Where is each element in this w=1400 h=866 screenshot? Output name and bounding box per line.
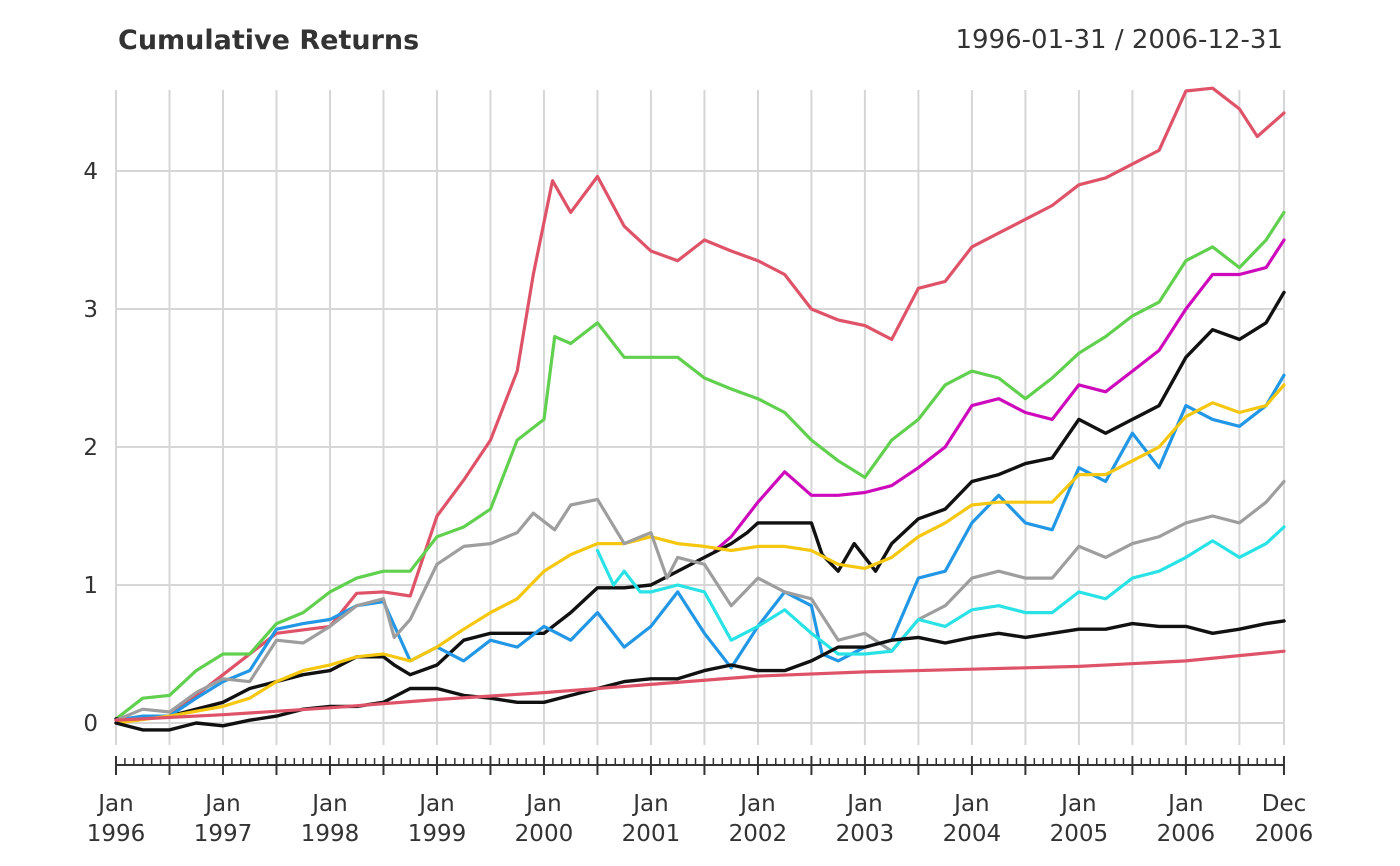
x-tick-month-label: Jan [524,791,561,817]
x-tick-year-label: 2000 [515,821,574,847]
x-tick-month-label: Jan [845,791,882,817]
x-tick-year-label: 2005 [1050,821,1109,847]
series-line [114,210,1286,721]
y-tick-label: 4 [83,159,98,185]
chart-title: Cumulative Returns [118,25,419,56]
series-line [114,649,1286,722]
series-lines [114,86,1286,732]
x-tick-month-label: Jan [631,791,668,817]
series-line [114,383,1286,725]
series-line [713,238,1286,553]
x-tick-month-label: Dec [1262,791,1307,817]
x-tick-month-label: Jan [952,791,989,817]
x-tick-year-label: 2003 [836,821,895,847]
y-axis: 0 1 2 3 4 [83,159,98,737]
series-line [114,86,1286,722]
x-tick-month-label: Jan [1166,791,1203,817]
date-range: 1996-01-31 / 2006-12-31 [956,25,1284,55]
x-tick-year-label: 1999 [408,821,467,847]
x-tick-year-label: 1998 [301,821,360,847]
x-tick-year-label: 2001 [622,821,681,847]
y-tick-label: 0 [83,711,98,737]
y-tick-label: 2 [83,435,98,461]
x-tick-month-label: Jan [1059,791,1096,817]
x-tick-year-label: 2004 [943,821,1002,847]
x-tick-year-label: 2006 [1255,821,1314,847]
x-tick-month-label: Jan [310,791,347,817]
series-line [114,290,1286,721]
x-tick-year-label: 1997 [194,821,253,847]
series-line [114,373,1286,722]
series-line [114,479,1286,722]
x-tick-month-label: Jan [96,791,133,817]
y-tick-label: 1 [83,573,98,599]
grid [115,90,1285,745]
x-tick-month-label: Jan [417,791,454,817]
series-line [595,525,1286,656]
x-axis: Jan 1996 Jan 1997 Jan 1998 Jan 1999 Jan 2000 Jan 20… [87,756,1314,847]
x-tick-year-label: 1996 [87,821,146,847]
x-tick-year-label: 2002 [729,821,788,847]
x-tick-month-label: Jan [203,791,240,817]
y-tick-label: 3 [83,297,98,323]
x-tick-month-label: Jan [738,791,775,817]
x-tick-year-label: 2006 [1157,821,1216,847]
